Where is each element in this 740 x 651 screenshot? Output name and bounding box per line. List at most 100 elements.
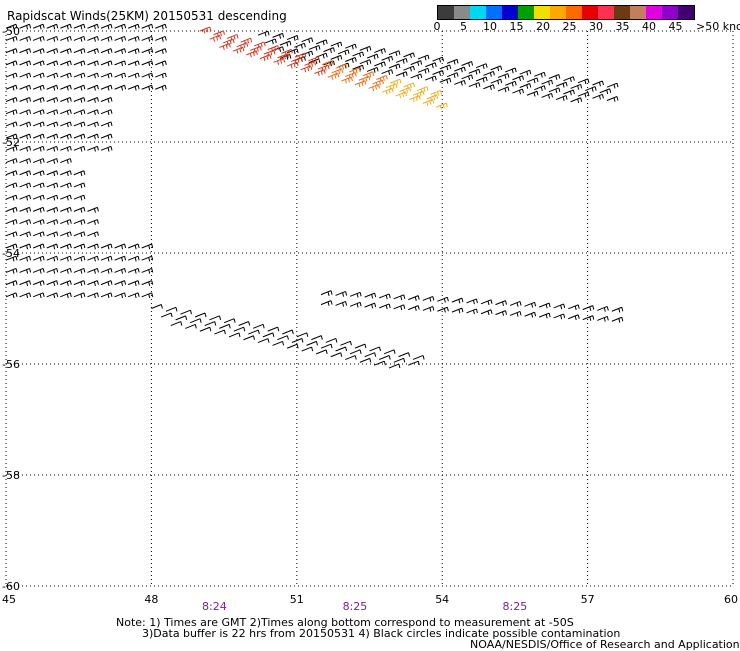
wind-barb bbox=[466, 308, 478, 315]
wind-barb bbox=[165, 306, 178, 312]
wind-barb bbox=[286, 61, 299, 69]
wind-barb bbox=[505, 67, 517, 74]
wind-barb bbox=[243, 335, 255, 341]
wind-barb bbox=[73, 72, 86, 79]
wind-barb bbox=[592, 93, 604, 100]
wind-barbs bbox=[5, 23, 624, 369]
wind-barb bbox=[409, 95, 421, 103]
wind-barb bbox=[60, 109, 72, 116]
wind-barb bbox=[32, 267, 45, 274]
wind-barb bbox=[19, 60, 32, 67]
wind-barb bbox=[526, 90, 539, 97]
wind-barb bbox=[5, 206, 18, 213]
wind-barb bbox=[73, 109, 86, 116]
wind-barb bbox=[19, 84, 32, 91]
wind-barb bbox=[141, 72, 154, 79]
wind-barb bbox=[611, 316, 624, 323]
wind-barb bbox=[345, 72, 357, 80]
wind-barb bbox=[87, 267, 99, 274]
wind-barb bbox=[60, 194, 72, 201]
wind-barb bbox=[568, 314, 580, 321]
wind-barb bbox=[60, 48, 72, 54]
wind-barb bbox=[352, 64, 365, 71]
wind-barb bbox=[46, 84, 59, 91]
map-title: Rapidscat Winds(25KM) 20150531 descendin… bbox=[7, 9, 287, 23]
wind-barb bbox=[317, 64, 330, 72]
legend-swatch bbox=[502, 6, 518, 19]
wind-barb bbox=[199, 326, 212, 332]
wind-barb bbox=[5, 182, 18, 189]
wind-barb bbox=[46, 267, 59, 274]
legend-swatch bbox=[534, 6, 550, 19]
wind-barb bbox=[454, 66, 466, 73]
wind-barb bbox=[141, 267, 154, 274]
wind-barb bbox=[403, 82, 415, 90]
wind-barb bbox=[87, 97, 99, 103]
wind-barb bbox=[5, 97, 18, 103]
wind-barb bbox=[5, 231, 18, 238]
wind-barb bbox=[151, 304, 163, 309]
wind-barb bbox=[582, 305, 595, 311]
wind-barb bbox=[519, 83, 532, 89]
wind-barb bbox=[395, 71, 408, 78]
wind-barb bbox=[209, 315, 222, 321]
legend-tick-label: 45 bbox=[668, 20, 683, 33]
wind-barb bbox=[316, 349, 328, 355]
wind-barb bbox=[5, 121, 18, 128]
wind-barb bbox=[60, 267, 72, 274]
wind-barb bbox=[233, 326, 246, 332]
wind-barb bbox=[337, 49, 350, 56]
wind-barb bbox=[73, 194, 86, 201]
wind-barb bbox=[185, 323, 197, 329]
wind-barb bbox=[359, 59, 372, 66]
wind-barb bbox=[87, 206, 99, 213]
wind-barb bbox=[408, 305, 420, 311]
wind-barb bbox=[114, 84, 127, 91]
time-label: 8:25 bbox=[343, 600, 368, 613]
wind-barb bbox=[446, 72, 459, 78]
wind-barb bbox=[5, 194, 18, 201]
wind-barb bbox=[60, 72, 72, 79]
wind-barb bbox=[141, 292, 154, 299]
wind-barb bbox=[327, 72, 340, 80]
wind-barb bbox=[577, 78, 590, 85]
legend-units-label: >50 knots bbox=[696, 20, 740, 33]
wind-barb bbox=[226, 33, 239, 41]
wind-barb bbox=[393, 294, 406, 301]
legend-tick-label: 0 bbox=[433, 20, 441, 33]
wind-barb bbox=[526, 77, 539, 84]
wind-barb bbox=[46, 280, 59, 286]
wind-barb bbox=[46, 121, 59, 128]
wind-barb bbox=[323, 47, 335, 53]
wind-barb bbox=[114, 72, 127, 79]
legend-swatch bbox=[518, 6, 534, 19]
wind-barb bbox=[60, 133, 72, 140]
wind-barb bbox=[46, 60, 59, 67]
wind-barb bbox=[114, 267, 127, 274]
wind-barb bbox=[114, 292, 127, 299]
wind-barb bbox=[5, 158, 18, 164]
wind-barb bbox=[509, 310, 522, 317]
wind-barb bbox=[349, 291, 362, 298]
wind-barb bbox=[155, 48, 167, 54]
wind-barb bbox=[277, 335, 289, 341]
wind-barb bbox=[300, 65, 313, 73]
wind-barb bbox=[248, 329, 260, 335]
wind-barb bbox=[60, 145, 72, 152]
wind-barb bbox=[374, 360, 386, 366]
wind-barb bbox=[301, 346, 314, 352]
longitude-tick-label: 51 bbox=[290, 593, 304, 606]
wind-barb bbox=[228, 332, 241, 338]
wind-barb bbox=[379, 303, 391, 310]
wind-barb bbox=[32, 145, 45, 152]
wind-barb bbox=[170, 321, 183, 327]
wind-barb bbox=[73, 60, 86, 67]
wind-barb bbox=[32, 48, 45, 54]
wind-barb bbox=[189, 318, 202, 324]
wind-barb bbox=[46, 194, 59, 201]
wind-barb bbox=[141, 60, 154, 67]
wind-barb bbox=[541, 79, 554, 86]
legend-tick-label: 5 bbox=[460, 20, 467, 33]
wind-barb bbox=[73, 133, 86, 140]
wind-barb bbox=[60, 60, 72, 67]
